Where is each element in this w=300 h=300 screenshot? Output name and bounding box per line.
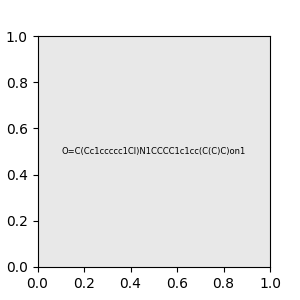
- Text: O=C(Cc1ccccc1Cl)N1CCCC1c1cc(C(C)C)on1: O=C(Cc1ccccc1Cl)N1CCCC1c1cc(C(C)C)on1: [61, 147, 246, 156]
